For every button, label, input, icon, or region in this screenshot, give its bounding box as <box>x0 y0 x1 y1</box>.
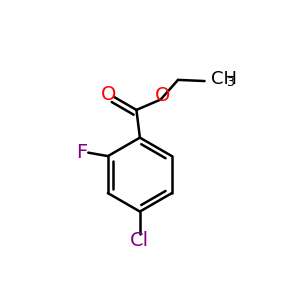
Text: O: O <box>101 85 116 104</box>
Text: Cl: Cl <box>130 231 149 250</box>
Text: F: F <box>76 143 87 162</box>
Text: 3: 3 <box>226 76 234 89</box>
Text: O: O <box>155 86 170 105</box>
Text: CH: CH <box>212 70 238 88</box>
